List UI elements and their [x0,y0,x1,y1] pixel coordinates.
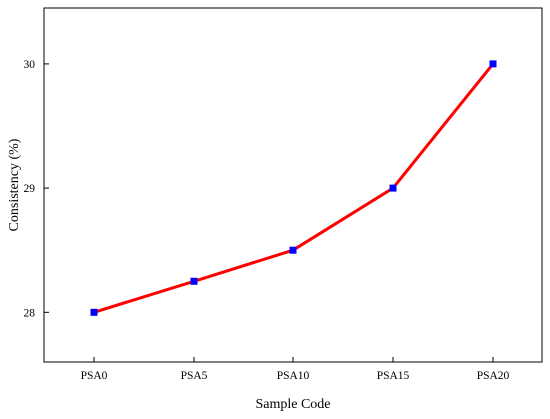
x-axis-title: Sample Code [255,397,330,412]
series-line [93,62,495,314]
data-point [289,246,297,254]
x-tick-label: PSA0 [81,370,108,382]
x-tick-label: PSA20 [477,370,510,382]
y-tick-label: 29 [24,183,36,195]
y-tick-label: 28 [24,307,36,319]
x-tick-label: PSA10 [277,370,310,382]
x-tick-label: PSA15 [377,370,410,382]
plot-border [43,7,543,363]
data-point [389,184,397,192]
plot-frame [43,7,543,363]
data-point [489,60,497,68]
data-point [190,277,198,285]
series-layer [90,60,497,316]
x-axis: PSA0 PSA5 PSA10 PSA15 PSA20 [81,357,510,382]
y-tick-label: 30 [24,59,36,71]
data-point [90,308,98,316]
x-tick-label: PSA5 [181,370,208,382]
y-axis-title: Consistency (%) [7,138,22,231]
y-axis: 28 29 30 [24,59,49,319]
